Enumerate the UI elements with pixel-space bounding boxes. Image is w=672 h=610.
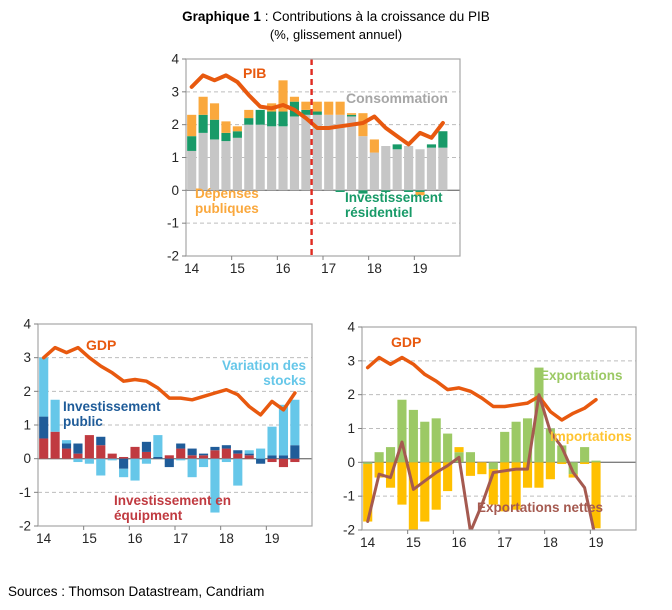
svg-text:1: 1 <box>171 150 179 165</box>
svg-text:3: 3 <box>347 353 355 368</box>
svg-text:18: 18 <box>367 261 382 276</box>
svg-text:-1: -1 <box>167 216 179 231</box>
pib-contributions-chart: 4 3 2 1 0 -1 -2 14 15 16 17 18 19 <box>167 52 461 276</box>
svg-text:16: 16 <box>275 261 290 276</box>
svg-text:0: 0 <box>347 455 355 470</box>
exportations-series-label: Exportations <box>540 368 623 383</box>
svg-text:2: 2 <box>347 387 355 402</box>
svg-text:14: 14 <box>360 535 376 550</box>
svg-text:-1: -1 <box>343 489 355 504</box>
svg-text:-2: -2 <box>19 519 31 534</box>
svg-text:14: 14 <box>184 261 200 276</box>
svg-text:2: 2 <box>23 384 31 399</box>
svg-text:2: 2 <box>171 117 179 132</box>
importations-series-label: Importations <box>550 429 632 444</box>
exportations-nettes-line-label: Exportations nettes <box>477 500 604 515</box>
svg-text:17: 17 <box>497 535 512 550</box>
svg-text:15: 15 <box>230 261 245 276</box>
svg-text:-1: -1 <box>19 485 31 500</box>
svg-text:19: 19 <box>412 261 427 276</box>
svg-text:16: 16 <box>127 531 142 546</box>
gdp-line-label-left: GDP <box>86 337 117 353</box>
svg-text:-2: -2 <box>167 249 179 264</box>
figure-subtitle: (%, glissement annuel) <box>269 27 403 42</box>
svg-text:18: 18 <box>219 531 234 546</box>
investment-stocks-chart: 4 3 2 1 0 -1 -2 14 15 16 17 18 19 <box>19 317 313 546</box>
svg-text:19: 19 <box>264 531 279 546</box>
investissement-residentiel-series-label: Investissement résidentiel <box>345 190 443 221</box>
sources-note: Sources : Thomson Datastream, Candriam <box>8 584 265 599</box>
svg-text:3: 3 <box>23 350 31 365</box>
variation-des-stocks-series-label: Variation des stocks <box>221 358 306 389</box>
svg-text:4: 4 <box>23 317 31 332</box>
investissement-public-series-label: Investissement public <box>63 399 161 430</box>
svg-text:17: 17 <box>173 531 188 546</box>
figure-title-bold: Graphique 1 <box>182 9 261 24</box>
depenses-publiques-series-label: Dépenses publiques <box>195 186 259 217</box>
svg-text:1: 1 <box>23 418 31 433</box>
svg-text:17: 17 <box>321 261 336 276</box>
svg-text:14: 14 <box>36 531 52 546</box>
svg-text:4: 4 <box>171 52 179 67</box>
trade-contributions-chart: 4 3 2 1 0 -1 -2 14 15 16 17 18 19 <box>343 320 637 550</box>
figure-title-rest: : Contributions à la croissance du PIB <box>260 9 490 24</box>
svg-text:4: 4 <box>347 320 355 335</box>
consommation-series-label: Consommation <box>346 90 448 106</box>
gdp-line-label-right: GDP <box>391 334 422 350</box>
pib-line-label: PIB <box>243 65 267 81</box>
svg-text:15: 15 <box>82 531 97 546</box>
svg-text:1: 1 <box>347 421 355 436</box>
figure-title: Graphique 1 : Contributions à la croissa… <box>0 9 672 24</box>
svg-text:18: 18 <box>543 535 558 550</box>
svg-text:16: 16 <box>451 535 466 550</box>
svg-text:0: 0 <box>171 183 179 198</box>
svg-text:0: 0 <box>23 451 31 466</box>
investissement-equipment-series-label: Investissement en équipment <box>114 493 232 524</box>
svg-text:19: 19 <box>588 535 603 550</box>
svg-text:3: 3 <box>171 84 179 99</box>
svg-text:15: 15 <box>406 535 421 550</box>
svg-text:-2: -2 <box>343 523 355 538</box>
